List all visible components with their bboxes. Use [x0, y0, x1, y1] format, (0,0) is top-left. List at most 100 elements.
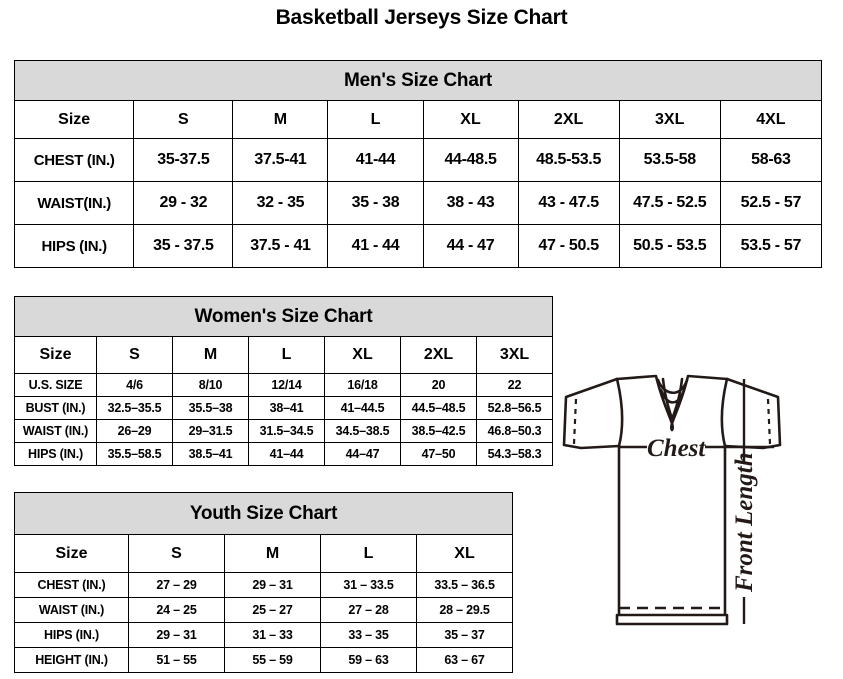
- mens-cell: 47.5 - 52.5: [618, 181, 721, 225]
- youth-chart-caption: Youth Size Chart: [13, 492, 514, 535]
- womens-cell: 38.5–42.5: [400, 419, 477, 443]
- mens-cell: 43 - 47.5: [517, 181, 620, 225]
- womens-header-m: M: [172, 336, 249, 374]
- mens-cell: 37.5 - 41: [232, 224, 329, 268]
- womens-header-2xl: 2XL: [400, 336, 477, 374]
- mens-chart-caption: Men's Size Chart: [14, 60, 822, 101]
- womens-header-l: L: [248, 336, 325, 374]
- mens-cell: 41-44: [327, 138, 424, 182]
- mens-row-label: WAIST(IN.): [13, 181, 135, 225]
- table-row: CHEST (IN.) 35-37.5 37.5-41 41-44 44-48.…: [13, 138, 823, 182]
- womens-cell: 47–50: [400, 442, 477, 466]
- page-title: Basketball Jerseys Size Chart: [275, 6, 568, 29]
- youth-cell: 29 – 31: [224, 572, 321, 598]
- mens-cell: 41 - 44: [327, 224, 424, 268]
- jersey-illustration-svg: Chest Front Length: [562, 374, 782, 626]
- mens-header-xl: XL: [422, 100, 519, 139]
- youth-cell: 27 – 28: [320, 597, 417, 623]
- table-row: WAIST(IN.) 29 - 32 32 - 35 35 - 38 38 - …: [13, 181, 823, 225]
- youth-cell: 33 – 35: [320, 622, 417, 648]
- table-row: HIPS (IN.) 35 - 37.5 37.5 - 41 41 - 44 4…: [13, 224, 823, 268]
- womens-header-size: Size: [14, 336, 97, 374]
- mens-header-s: S: [133, 100, 234, 139]
- womens-header-s: S: [96, 336, 173, 374]
- youth-cell: 31 – 33: [224, 622, 321, 648]
- mens-cell: 35-37.5: [133, 138, 234, 182]
- table-row: WAIST (IN.) 24 – 25 25 – 27 27 – 28 28 –…: [14, 597, 514, 623]
- womens-cell: 38–41: [248, 396, 325, 420]
- mens-cell: 48.5-53.5: [517, 138, 620, 182]
- womens-size-chart-table: Women's Size Chart Size S M L XL 2XL 3XL…: [13, 296, 554, 466]
- mens-cell: 47 - 50.5: [517, 224, 620, 268]
- sleeve-hem-dashed-line: [572, 398, 772, 445]
- youth-header-size: Size: [14, 534, 129, 573]
- jersey-measurement-diagram: Chest Front Length: [524, 352, 836, 664]
- mens-header-3xl: 3XL: [618, 100, 721, 139]
- youth-header-l: L: [320, 534, 417, 573]
- mens-header-l: L: [327, 100, 424, 139]
- womens-cell: 46.8–50.3: [475, 419, 554, 443]
- mens-cell: 58-63: [719, 138, 823, 182]
- mens-header-2xl: 2XL: [517, 100, 620, 139]
- jersey-outline-icon: [562, 374, 782, 626]
- table-row: BUST (IN.) 32.5–35.5 35.5–38 38–41 41–44…: [14, 396, 554, 420]
- womens-cell: 20: [400, 373, 477, 397]
- womens-cell: 41–44.5: [324, 396, 401, 420]
- mens-caption-row: Men's Size Chart: [14, 60, 822, 101]
- womens-row-label: U.S. SIZE: [14, 373, 97, 397]
- womens-cell: 16/18: [324, 373, 401, 397]
- mens-cell: 35 - 38: [327, 181, 424, 225]
- mens-cell: 52.5 - 57: [719, 181, 823, 225]
- womens-cell: 29–31.5: [172, 419, 249, 443]
- womens-cell: 22: [475, 373, 554, 397]
- womens-cell: 41–44: [248, 442, 325, 466]
- youth-cell: 59 – 63: [320, 647, 417, 673]
- youth-row-label: WAIST (IN.): [14, 597, 129, 623]
- womens-header-xl: XL: [324, 336, 401, 374]
- womens-row-label: HIPS (IN.): [14, 442, 97, 466]
- youth-caption-row: Youth Size Chart: [13, 492, 514, 535]
- table-row: CHEST (IN.) 27 – 29 29 – 31 31 – 33.5 33…: [14, 572, 514, 598]
- mens-row-label: CHEST (IN.): [13, 138, 135, 182]
- table-row: WAIST (IN.) 26–29 29–31.5 31.5–34.5 34.5…: [14, 419, 554, 443]
- youth-header-row: Size S M L XL: [14, 534, 514, 573]
- youth-cell: 51 – 55: [128, 647, 225, 673]
- front-length-label: Front Length: [731, 452, 758, 593]
- mens-cell: 53.5-58: [618, 138, 721, 182]
- youth-cell: 27 – 29: [128, 572, 225, 598]
- chest-label: Chest: [647, 435, 706, 462]
- youth-cell: 55 – 59: [224, 647, 321, 673]
- womens-cell: 54.3–58.3: [475, 442, 554, 466]
- womens-cell: 12/14: [248, 373, 325, 397]
- womens-cell: 44.5–48.5: [400, 396, 477, 420]
- womens-row-label: BUST (IN.): [14, 396, 97, 420]
- womens-header-3xl: 3XL: [475, 336, 554, 374]
- table-row: HIPS (IN.) 35.5–58.5 38.5–41 41–44 44–47…: [14, 442, 554, 466]
- mens-cell: 44 - 47: [422, 224, 519, 268]
- womens-header-row: Size S M L XL 2XL 3XL: [14, 336, 554, 374]
- youth-cell: 31 – 33.5: [320, 572, 417, 598]
- youth-cell: 28 – 29.5: [415, 597, 514, 623]
- womens-caption-row: Women's Size Chart: [13, 296, 554, 337]
- womens-cell: 32.5–35.5: [96, 396, 173, 420]
- mens-cell: 50.5 - 53.5: [618, 224, 721, 268]
- womens-cell: 31.5–34.5: [248, 419, 325, 443]
- mens-row-label: HIPS (IN.): [13, 224, 135, 268]
- table-row: HEIGHT (IN.) 51 – 55 55 – 59 59 – 63 63 …: [14, 647, 514, 673]
- womens-cell: 4/6: [96, 373, 173, 397]
- mens-cell: 53.5 - 57: [719, 224, 823, 268]
- youth-cell: 63 – 67: [415, 647, 514, 673]
- mens-cell: 37.5-41: [232, 138, 329, 182]
- womens-cell: 44–47: [324, 442, 401, 466]
- womens-cell: 26–29: [96, 419, 173, 443]
- youth-header-m: M: [224, 534, 321, 573]
- womens-chart-caption: Women's Size Chart: [13, 296, 554, 337]
- mens-header-row: Size S M L XL 2XL 3XL 4XL: [13, 100, 823, 139]
- mens-cell: 44-48.5: [422, 138, 519, 182]
- youth-cell: 25 – 27: [224, 597, 321, 623]
- youth-cell: 35 – 37: [415, 622, 514, 648]
- mens-cell: 32 - 35: [232, 181, 329, 225]
- womens-cell: 34.5–38.5: [324, 419, 401, 443]
- youth-header-xl: XL: [415, 534, 514, 573]
- youth-row-label: CHEST (IN.): [14, 572, 129, 598]
